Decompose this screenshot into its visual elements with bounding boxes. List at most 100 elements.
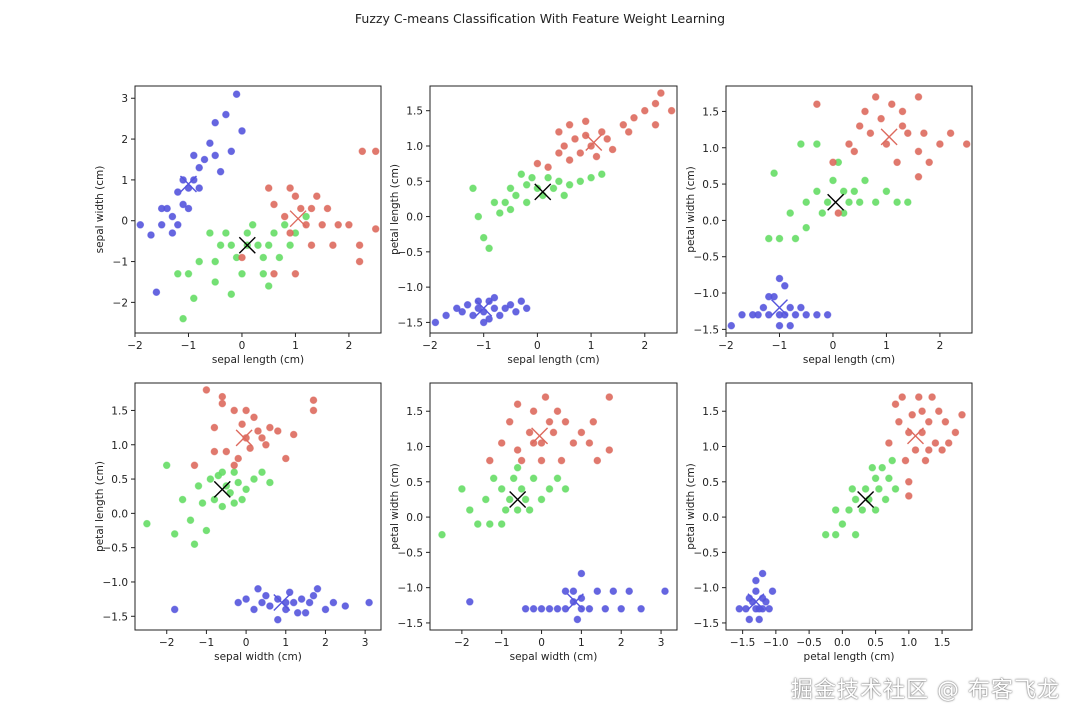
data-point-red <box>898 393 907 401</box>
x-tick-label: 0 <box>538 637 545 649</box>
data-point-blue <box>617 605 626 613</box>
y-tick-label: 2 <box>121 134 128 146</box>
data-point-red <box>882 140 891 148</box>
data-point-blue <box>765 292 773 301</box>
x-tick-label: 2 <box>641 340 648 352</box>
data-point-blue <box>727 321 736 330</box>
data-point-green <box>845 198 853 206</box>
data-point-blue <box>569 598 578 606</box>
data-point-green <box>512 191 520 200</box>
data-point-blue <box>759 303 768 312</box>
data-point-red <box>309 406 318 415</box>
data-point-green <box>521 495 530 504</box>
data-point-red <box>222 447 231 456</box>
data-point-blue <box>569 587 578 596</box>
data-point-blue <box>157 221 166 229</box>
data-point-green <box>791 234 800 243</box>
data-point-red <box>845 140 853 148</box>
data-point-red <box>557 456 566 465</box>
data-point-blue <box>254 585 262 593</box>
data-point-green <box>878 463 887 472</box>
data-point-blue <box>735 605 744 613</box>
data-point-green <box>248 221 257 229</box>
data-point-blue <box>152 288 161 297</box>
data-point-green <box>555 177 563 186</box>
subplot-1: −2 −1 0 1 2 −2 −1 0 1 2 3 sepal length (cm) sepal wi… <box>94 85 382 366</box>
data-point-green <box>513 463 522 472</box>
data-point-green <box>845 506 853 514</box>
data-point-red <box>254 427 262 435</box>
data-point-red <box>935 407 943 416</box>
plot-frame <box>134 382 382 631</box>
y-tick-label: −0.5 <box>103 543 129 555</box>
data-point-red <box>908 411 917 419</box>
data-point-red <box>877 114 885 123</box>
x-tick-label: 1 <box>282 637 289 649</box>
data-point-green <box>561 485 570 493</box>
x-tick-label: 1 <box>883 340 890 352</box>
x-tick-label: 0 <box>239 340 246 352</box>
data-point-blue <box>184 204 193 213</box>
centroid-marker <box>179 175 197 193</box>
data-point-blue <box>755 615 764 624</box>
data-point-green <box>861 176 869 185</box>
data-point-green <box>264 282 273 290</box>
data-point-green <box>509 474 518 483</box>
data-point-green <box>178 495 187 504</box>
data-point-red <box>258 434 266 442</box>
x-tick-label: 3 <box>362 637 369 649</box>
y-tick-label: 0 <box>121 216 128 228</box>
data-point-red <box>895 418 903 426</box>
data-point-red <box>553 407 562 416</box>
data-point-red <box>286 184 294 192</box>
data-point-green <box>868 463 877 472</box>
data-point-red <box>238 420 246 429</box>
data-point-red <box>529 439 538 447</box>
data-point-red <box>250 413 258 422</box>
data-point-blue <box>813 311 821 319</box>
data-point-red <box>569 439 578 447</box>
x-tick-label: 0.0 <box>834 637 851 649</box>
data-point-red <box>925 446 933 454</box>
x-tick-label: −2 <box>454 637 469 649</box>
x-tick-label: −1.5 <box>730 637 756 649</box>
data-point-red <box>928 393 936 401</box>
subplot-5: −2 −1 0 1 2 3 −1.5 −1.0 −0.5 0.0 0.5 1.0 1.5 sepal wi… <box>389 382 678 663</box>
data-point-blue <box>529 605 538 613</box>
data-point-red <box>218 392 227 401</box>
data-point-red <box>871 93 880 101</box>
data-point-red <box>318 221 327 229</box>
data-point-red <box>210 423 219 432</box>
centroid-marker <box>770 299 788 317</box>
centroid-marker <box>475 299 493 317</box>
data-point-green <box>275 253 284 262</box>
data-point-green <box>517 170 526 178</box>
data-point-blue <box>490 293 499 302</box>
data-point-green <box>482 495 490 504</box>
plot-frame <box>134 85 382 334</box>
data-point-blue <box>206 139 214 147</box>
x-tick-label: −2 <box>422 340 437 352</box>
data-point-green <box>194 482 203 490</box>
data-point-blue <box>195 163 203 172</box>
data-point-blue <box>453 304 461 313</box>
data-point-blue <box>797 303 805 312</box>
data-point-red <box>358 147 367 156</box>
data-point-blue <box>781 311 789 319</box>
data-point-red <box>246 444 254 453</box>
data-point-green <box>469 184 477 193</box>
data-point-red <box>941 418 950 426</box>
data-point-blue <box>442 311 450 320</box>
data-point-blue <box>561 587 570 596</box>
data-point-green <box>479 233 488 242</box>
data-point-blue <box>765 605 774 613</box>
data-point-blue <box>174 221 182 229</box>
y-tick-label: −1.0 <box>694 288 720 300</box>
data-point-red <box>592 152 601 161</box>
data-point-green <box>270 229 278 237</box>
data-point-red <box>829 158 837 167</box>
data-point-blue <box>775 321 784 330</box>
data-point-green <box>831 506 840 514</box>
y-tick-label: −1.0 <box>398 583 424 595</box>
data-point-blue <box>232 90 241 98</box>
